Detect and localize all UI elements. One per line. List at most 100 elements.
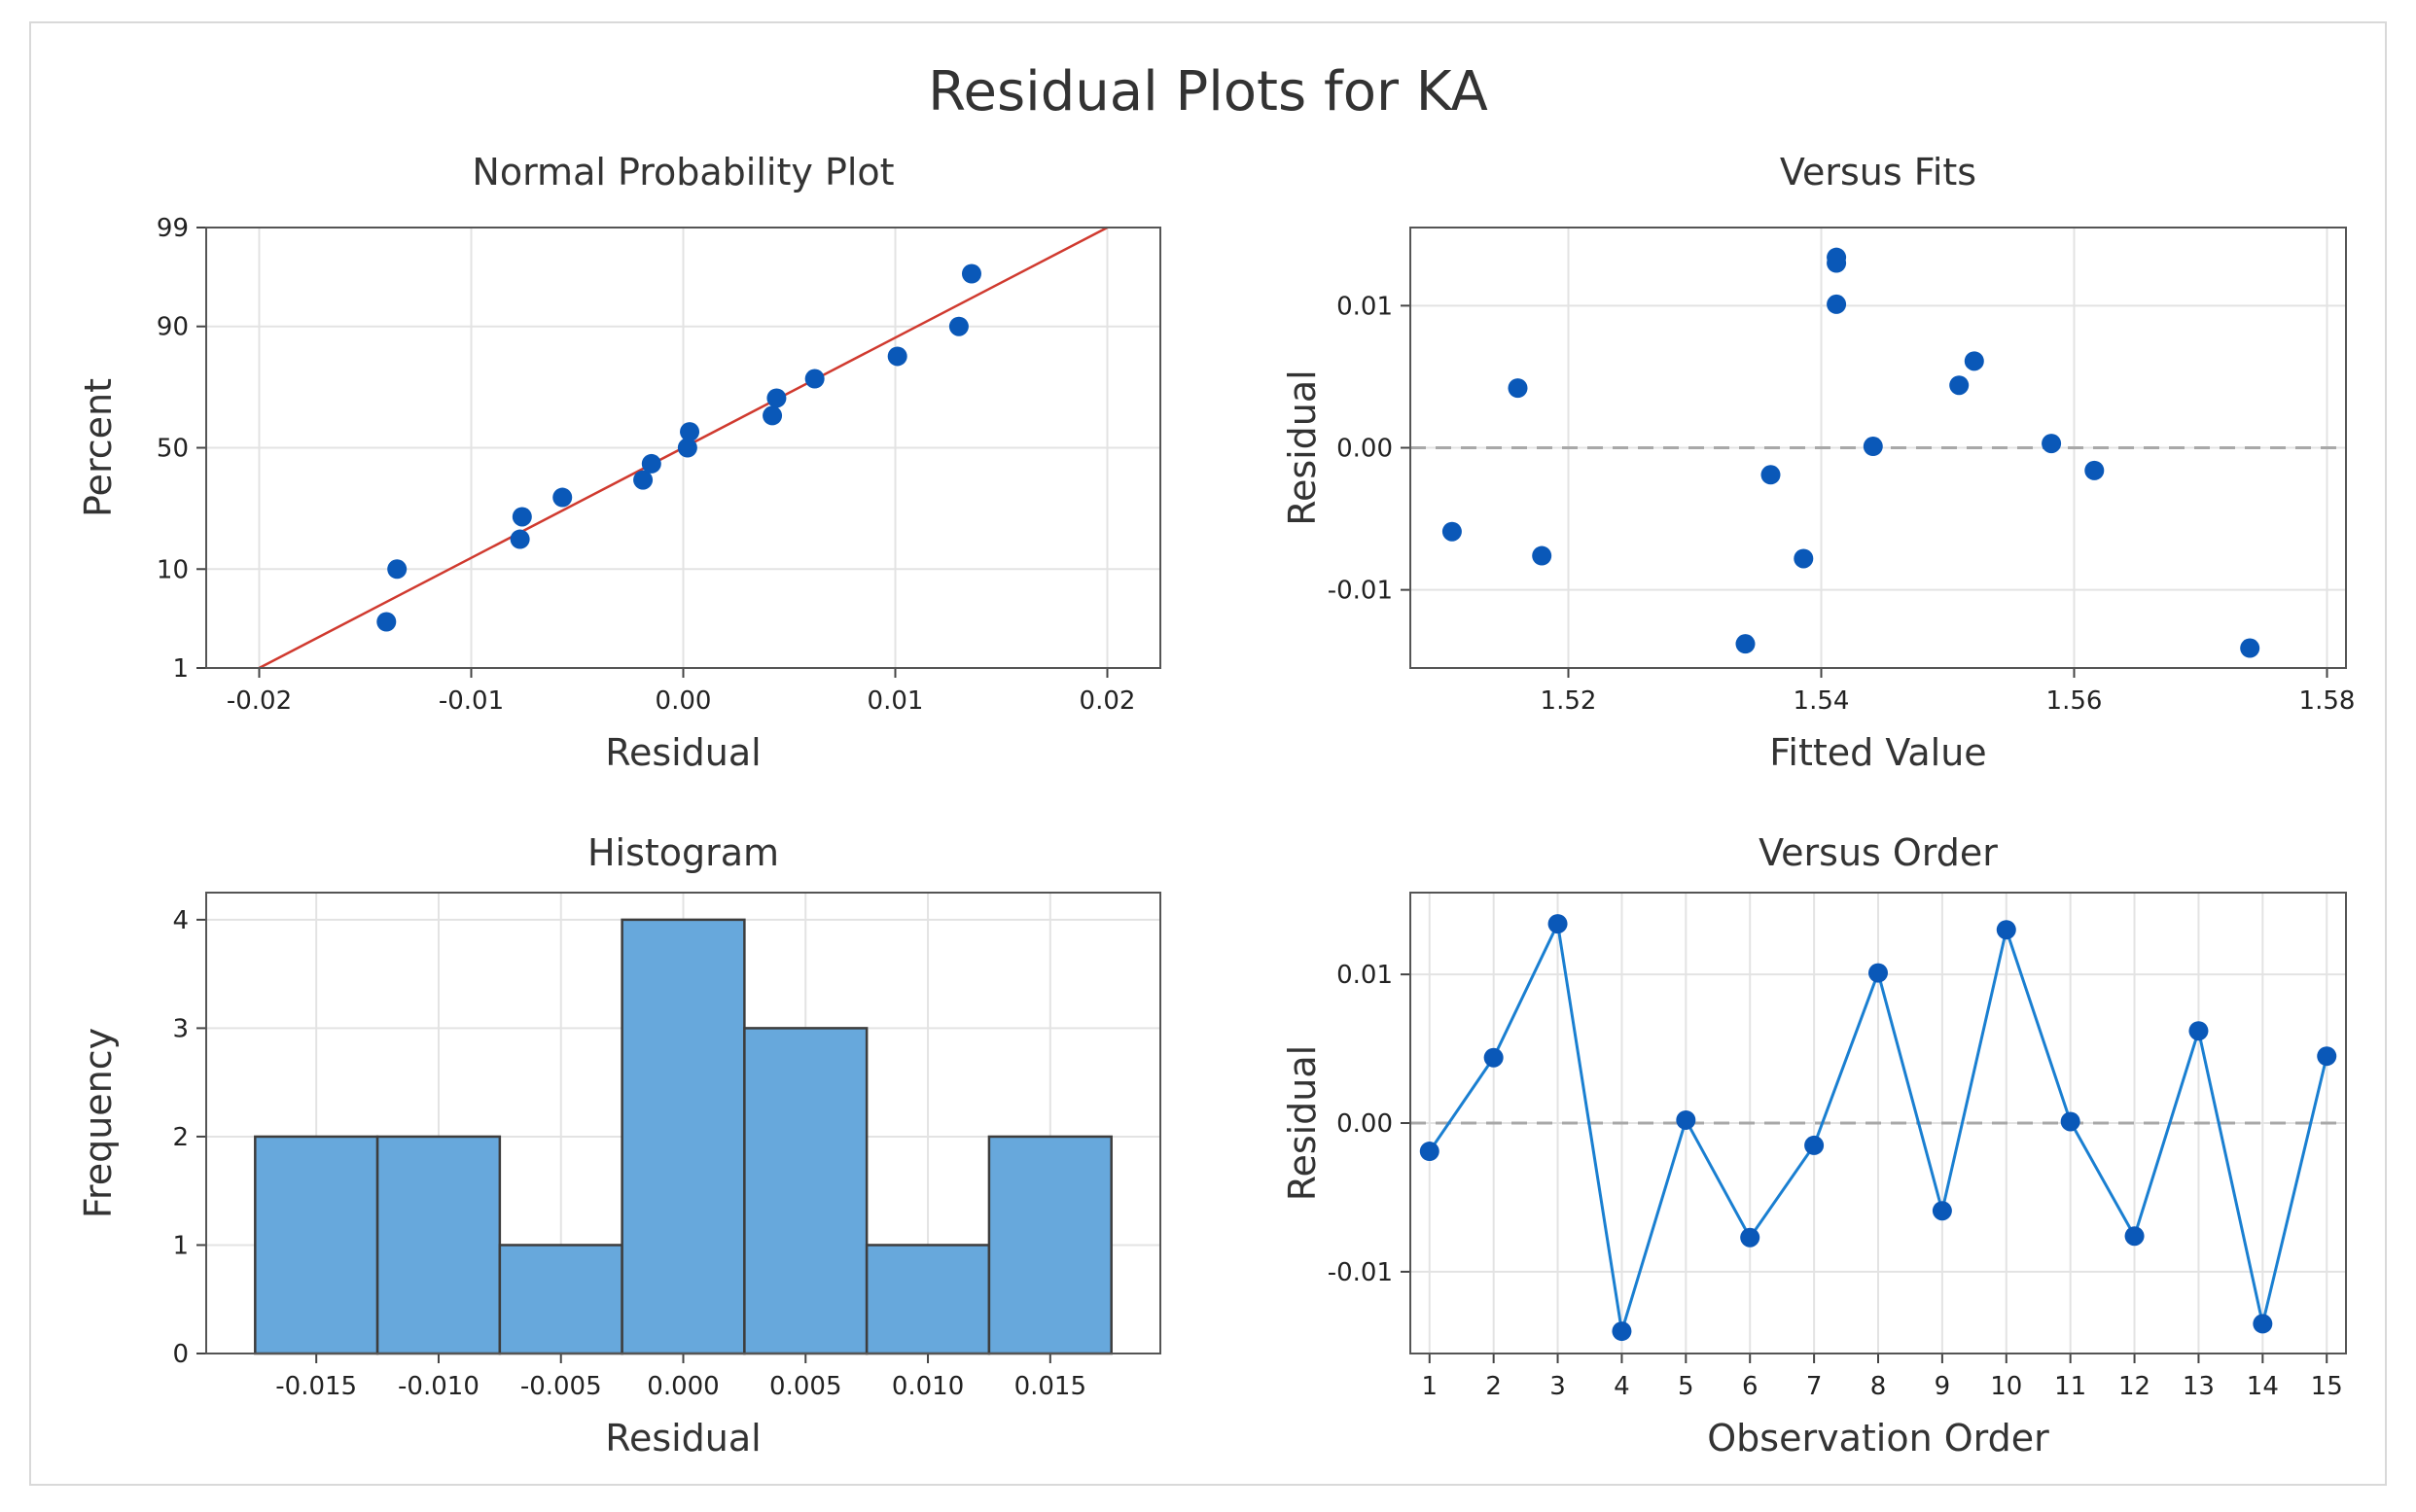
y-axis-label: Residual bbox=[1281, 369, 1324, 525]
x-tick-label: -0.015 bbox=[275, 1372, 357, 1401]
x-tick-label: 0.02 bbox=[1080, 686, 1136, 716]
histogram-bar bbox=[254, 1135, 379, 1355]
x-tick-label: 15 bbox=[2311, 1372, 2343, 1401]
panel-title: Normal Probability Plot bbox=[472, 151, 894, 193]
x-tick-label: 1.58 bbox=[2299, 686, 2356, 716]
order-point bbox=[2060, 1111, 2080, 1132]
panel-title: Versus Fits bbox=[1780, 151, 1976, 193]
x-tick-label: 2 bbox=[1485, 1372, 1502, 1401]
order-point bbox=[1740, 1227, 1760, 1248]
probability-point bbox=[387, 559, 408, 580]
order-point bbox=[1804, 1135, 1825, 1155]
x-tick-label: 0.010 bbox=[892, 1372, 964, 1401]
x-tick-label: 3 bbox=[1549, 1372, 1566, 1401]
y-tick-label: 3 bbox=[172, 1014, 189, 1043]
histogram-bar bbox=[743, 1027, 869, 1355]
y-tick-label: -0.01 bbox=[1328, 577, 1393, 606]
x-axis-label: Observation Order bbox=[1707, 1417, 2049, 1459]
x-tick-label: 4 bbox=[1614, 1372, 1630, 1401]
figure-title: Residual Plots for KA bbox=[928, 60, 1488, 123]
fits-point bbox=[1735, 634, 1756, 654]
y-tick-label: 0.01 bbox=[1336, 961, 1393, 990]
histogram-bar bbox=[865, 1244, 991, 1355]
panel-title: Histogram bbox=[587, 831, 779, 874]
y-tick-label: 50 bbox=[157, 435, 189, 464]
probability-point bbox=[512, 507, 532, 527]
fits-point bbox=[1827, 253, 1847, 273]
y-tick-label: 1 bbox=[172, 1231, 189, 1260]
fits-point bbox=[1949, 375, 1970, 396]
plot-frame bbox=[205, 892, 1161, 1354]
histogram-bar bbox=[621, 918, 746, 1355]
x-tick-label: -0.010 bbox=[398, 1372, 480, 1401]
order-point bbox=[2188, 1021, 2209, 1041]
y-tick-label: 2 bbox=[172, 1123, 189, 1152]
x-tick-label: 12 bbox=[2118, 1372, 2150, 1401]
y-tick-label: 90 bbox=[157, 313, 189, 342]
fits-point bbox=[2240, 638, 2260, 658]
y-tick-label: 0.01 bbox=[1336, 292, 1393, 321]
fits-point bbox=[1794, 548, 1814, 569]
probability-point bbox=[961, 264, 981, 284]
probability-point bbox=[680, 422, 700, 442]
x-tick-label: 0.01 bbox=[868, 686, 924, 716]
x-tick-label: 6 bbox=[1742, 1372, 1759, 1401]
x-tick-label: 9 bbox=[1935, 1372, 1951, 1401]
fits-point bbox=[1964, 351, 1984, 371]
fits-point bbox=[1508, 378, 1528, 399]
order-point bbox=[1483, 1047, 1504, 1068]
order-point bbox=[1868, 963, 1888, 983]
histogram-bar bbox=[987, 1135, 1113, 1355]
x-tick-label: 0.005 bbox=[769, 1372, 841, 1401]
x-tick-label: 5 bbox=[1678, 1372, 1694, 1401]
histogram-bar bbox=[498, 1244, 623, 1355]
probability-point bbox=[766, 388, 787, 408]
x-tick-label: 13 bbox=[2183, 1372, 2215, 1401]
order-point bbox=[1612, 1321, 1632, 1342]
order-point bbox=[2317, 1046, 2337, 1067]
probability-point bbox=[677, 438, 697, 458]
fits-point bbox=[1863, 437, 1883, 457]
x-axis-label: Residual bbox=[605, 731, 761, 774]
x-tick-label: 1.52 bbox=[1541, 686, 1597, 716]
x-tick-label: -0.01 bbox=[439, 686, 504, 716]
x-tick-label: 7 bbox=[1806, 1372, 1823, 1401]
x-tick-label: 1.54 bbox=[1794, 686, 1850, 716]
probability-point bbox=[763, 405, 783, 426]
y-tick-label: -0.01 bbox=[1328, 1258, 1393, 1287]
order-point bbox=[1547, 914, 1568, 934]
order-point bbox=[2253, 1314, 2273, 1334]
y-tick-label: 1 bbox=[172, 654, 189, 684]
x-tick-label: 0.00 bbox=[656, 686, 712, 716]
order-point bbox=[2124, 1226, 2145, 1247]
x-tick-label: -0.02 bbox=[227, 686, 292, 716]
probability-point bbox=[641, 453, 661, 474]
order-point bbox=[1419, 1142, 1439, 1162]
x-tick-label: 0.015 bbox=[1014, 1372, 1086, 1401]
y-tick-label: 0.00 bbox=[1336, 1109, 1393, 1139]
fits-point bbox=[1441, 521, 1462, 542]
x-tick-label: -0.005 bbox=[520, 1372, 602, 1401]
plot-frame bbox=[1409, 892, 2347, 1354]
y-axis-label: Frequency bbox=[77, 1028, 120, 1218]
x-axis-label: Residual bbox=[605, 1417, 761, 1459]
probability-point bbox=[510, 529, 530, 549]
probability-point bbox=[804, 369, 825, 389]
fits-point bbox=[1532, 545, 1552, 566]
y-tick-label: 10 bbox=[157, 555, 189, 584]
probability-point bbox=[552, 487, 573, 508]
y-tick-label: 4 bbox=[172, 906, 189, 935]
histogram-bar bbox=[375, 1135, 502, 1355]
fits-point bbox=[2084, 460, 2105, 480]
plot-frame bbox=[1409, 227, 2347, 669]
probability-point bbox=[887, 346, 907, 367]
probability-point bbox=[633, 470, 654, 490]
order-point bbox=[1932, 1201, 1952, 1221]
order-point bbox=[1996, 920, 2016, 940]
y-axis-label: Residual bbox=[1281, 1045, 1324, 1201]
order-point bbox=[1676, 1109, 1696, 1130]
x-tick-label: 8 bbox=[1870, 1372, 1887, 1401]
x-tick-label: 11 bbox=[2054, 1372, 2086, 1401]
y-tick-label: 99 bbox=[157, 214, 189, 243]
x-tick-label: 14 bbox=[2247, 1372, 2279, 1401]
